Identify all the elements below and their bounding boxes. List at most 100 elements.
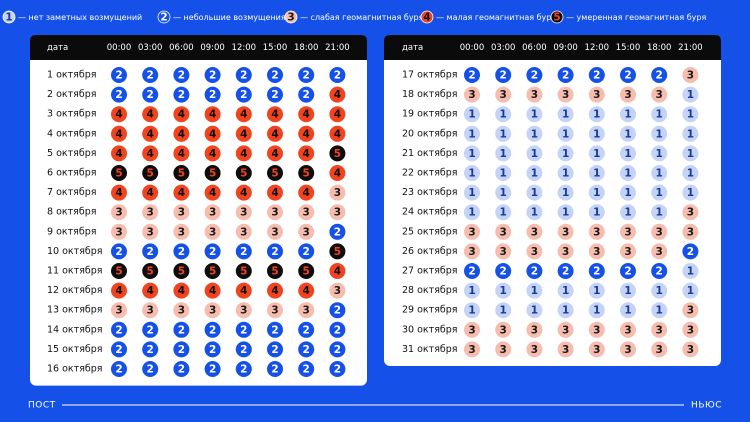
level-value: 5 (147, 266, 154, 278)
level-badge (204, 341, 221, 358)
level-badge (526, 341, 543, 358)
level-value: 4 (240, 285, 247, 297)
level-badge (204, 243, 221, 260)
row-date: 10 октября (47, 246, 103, 257)
level-value: 2 (209, 70, 216, 82)
level-value: 3 (303, 305, 310, 317)
level-badge (142, 243, 159, 260)
level-value: 1 (593, 148, 600, 160)
level-value: 1 (656, 207, 663, 219)
level-value: 2 (303, 70, 310, 82)
level-value: 3 (147, 207, 154, 219)
level-badge (620, 282, 636, 299)
level-badge (173, 321, 190, 338)
level-badge (298, 321, 315, 338)
level-badge (588, 341, 605, 358)
level-badge (298, 86, 315, 103)
level-value: 1 (687, 148, 694, 160)
level-value: 1 (500, 207, 507, 219)
level-value: 3 (500, 324, 507, 336)
row-date: 3 октября (47, 109, 96, 120)
level-badge (204, 106, 221, 123)
level-badge (329, 341, 346, 358)
level-value: 3 (303, 226, 310, 238)
level-value: 1 (562, 168, 569, 180)
level-value: 4 (240, 187, 247, 199)
level-value: 3 (656, 324, 663, 336)
level-value: 3 (115, 305, 122, 317)
level-value: 2 (624, 70, 631, 82)
row-date: 6 октября (47, 168, 96, 179)
level-badge (651, 302, 668, 319)
level-value: 4 (147, 148, 154, 160)
level-value: 2 (147, 364, 154, 376)
level-value: 2 (271, 246, 278, 258)
row-date: 9 октября (47, 226, 96, 237)
legend-text: — слабая геомагнитная буря (300, 13, 424, 22)
level-badge (464, 243, 480, 260)
level-badge (142, 165, 159, 181)
level-value: 4 (115, 285, 122, 297)
level-badge (267, 223, 283, 240)
level-value: 2 (178, 89, 185, 101)
level-badge (329, 361, 346, 377)
level-value: 2 (178, 246, 185, 258)
level-value: 4 (271, 128, 278, 140)
level-value: 3 (531, 226, 538, 238)
level-value: 3 (531, 246, 538, 258)
level-value: 2 (593, 70, 600, 82)
level-badge (329, 263, 346, 279)
row-date: 22 октября (402, 168, 458, 179)
level-badge (298, 165, 315, 181)
level-badge (235, 341, 252, 358)
level-value: 2 (115, 246, 122, 258)
row-date: 5 октября (47, 148, 96, 159)
level-value: 1 (687, 266, 694, 278)
level-value: 5 (178, 168, 185, 180)
level-badge (682, 223, 699, 240)
level-badge (267, 361, 283, 377)
level-value: 5 (209, 168, 216, 180)
level-badge (682, 263, 699, 279)
level-value: 1 (500, 305, 507, 317)
level-badge (111, 361, 127, 377)
level-value: 3 (178, 226, 185, 238)
level-value: 3 (687, 305, 694, 317)
level-badge (173, 86, 190, 103)
level-badge (329, 125, 346, 142)
level-badge (267, 204, 283, 221)
level-value: 3 (624, 226, 631, 238)
level-badge (329, 86, 346, 103)
level-value: 2 (147, 70, 154, 82)
level-badge (464, 67, 480, 83)
level-badge (682, 145, 699, 162)
row-date: 27 октября (402, 266, 458, 277)
level-value: 3 (240, 305, 247, 317)
row-date: 25 октября (402, 226, 458, 237)
table-header (30, 35, 367, 60)
level-badge (495, 184, 512, 201)
level-value: 1 (531, 305, 538, 317)
level-value: 4 (147, 285, 154, 297)
level-value: 1 (687, 109, 694, 121)
level-badge (142, 145, 159, 162)
legend-swatch (157, 10, 171, 24)
level-value: 3 (468, 246, 475, 258)
level-value: 4 (209, 187, 216, 199)
level-badge (204, 165, 221, 181)
level-value: 4 (303, 109, 310, 121)
level-badge (298, 361, 315, 377)
level-value: 3 (624, 89, 631, 101)
level-badge (298, 302, 315, 319)
level-value: 2 (656, 266, 663, 278)
level-badge (620, 341, 636, 358)
level-badge (111, 125, 127, 142)
level-value: 4 (147, 128, 154, 140)
level-value: 1 (624, 168, 631, 180)
level-badge (204, 145, 221, 162)
level-value: 2 (334, 226, 341, 238)
level-value: 1 (562, 148, 569, 160)
level-value: 2 (209, 344, 216, 356)
level-badge (235, 106, 252, 123)
level-badge (235, 223, 252, 240)
